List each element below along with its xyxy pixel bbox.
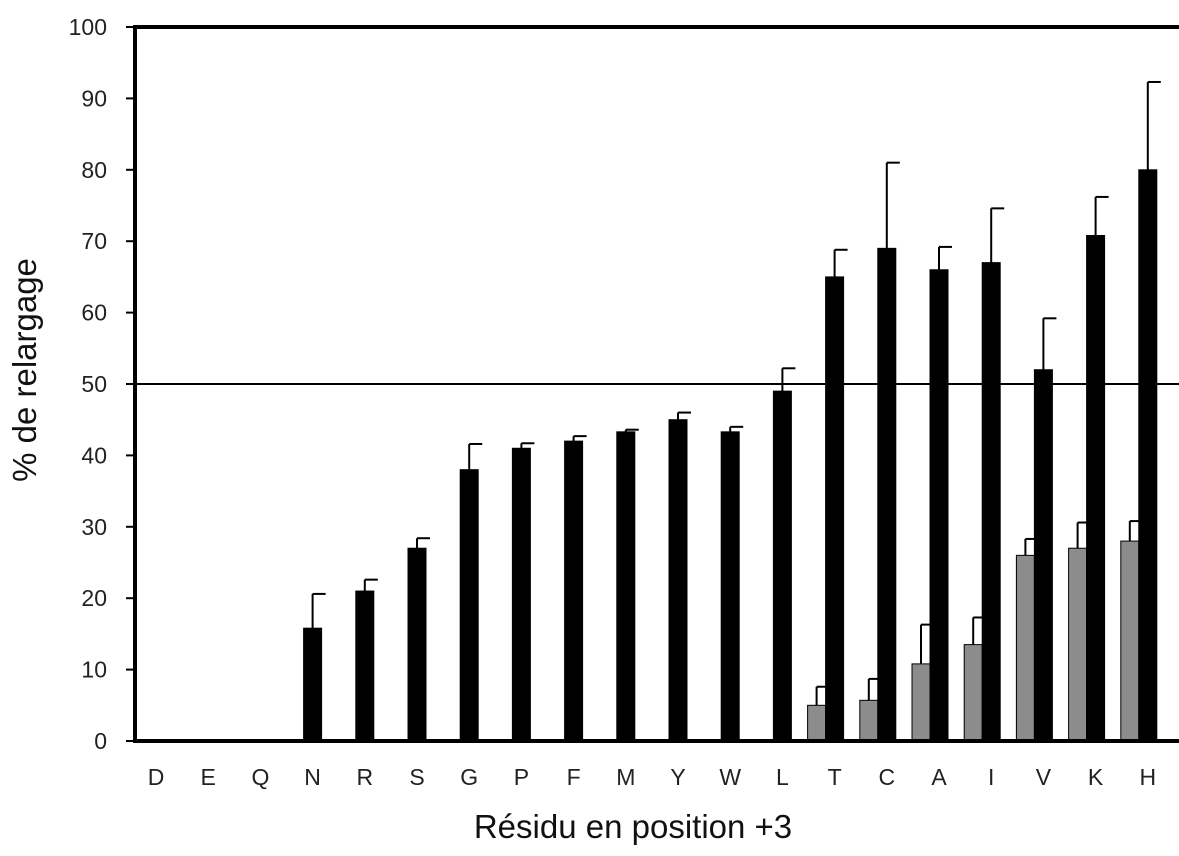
bar-black-R (355, 590, 375, 742)
x-tick-label-Y: Y (670, 764, 685, 790)
x-tick-label-L: L (776, 764, 789, 790)
x-axis-label: Résidu en position +3 (474, 808, 792, 845)
x-tick-label-K: K (1088, 764, 1104, 790)
y-ticks: 0 10 20 30 40 50 60 70 80 90 100 (69, 14, 135, 754)
bars-layer (303, 169, 1158, 742)
bar-black-P (511, 447, 531, 742)
bar-black-C (877, 247, 897, 742)
bar-black-Y (668, 419, 688, 742)
x-tick-label-M: M (616, 764, 635, 790)
x-tick-label-I: I (988, 764, 994, 790)
y-tick-label-70: 70 (81, 228, 107, 254)
bar-black-V (1033, 369, 1053, 742)
y-tick-label-40: 40 (81, 442, 107, 468)
x-tick-label-D: D (148, 764, 165, 790)
x-tick-label-C: C (878, 764, 895, 790)
bar-gray-K (1068, 547, 1088, 742)
bar-black-F (564, 440, 584, 742)
bar-black-K (1086, 234, 1106, 742)
y-tick-label-20: 20 (81, 585, 107, 611)
x-tick-label-F: F (567, 764, 581, 790)
bar-gray-V (1015, 554, 1035, 742)
bar-gray-I (963, 644, 983, 742)
y-tick-label-30: 30 (81, 514, 107, 540)
error-bars-layer (311, 80, 1161, 706)
y-tick-label-10: 10 (81, 657, 107, 683)
x-tick-label-T: T (828, 764, 842, 790)
y-tick-label-80: 80 (81, 157, 107, 183)
x-tick-label-W: W (719, 764, 741, 790)
x-tick-label-V: V (1036, 764, 1052, 790)
bar-black-S (407, 547, 427, 742)
x-tick-label-H: H (1139, 764, 1156, 790)
bar-gray-C (859, 699, 879, 742)
y-tick-label-50: 50 (81, 371, 107, 397)
x-tick-label-S: S (409, 764, 424, 790)
y-tick-label-0: 0 (94, 728, 107, 754)
bar-black-L (772, 390, 792, 742)
bar-gray-T (807, 704, 827, 742)
bar-black-G (459, 469, 479, 742)
x-tick-label-A: A (931, 764, 947, 790)
bar-black-H (1138, 169, 1158, 742)
bar-black-T (825, 276, 845, 742)
x-tick-label-Q: Q (251, 764, 269, 790)
bar-black-I (981, 262, 1001, 742)
y-tick-label-90: 90 (81, 85, 107, 111)
bar-black-M (616, 431, 636, 742)
bar-black-A (929, 269, 949, 742)
bar-gray-H (1120, 540, 1140, 742)
y-tick-label-100: 100 (69, 14, 107, 40)
x-tick-label-E: E (201, 764, 216, 790)
bar-gray-A (911, 663, 931, 742)
bar-black-W (720, 431, 740, 742)
bar-black-N (303, 627, 323, 742)
x-tick-label-N: N (304, 764, 321, 790)
x-tick-label-G: G (460, 764, 478, 790)
y-tick-label-60: 60 (81, 300, 107, 326)
y-axis-label: % de relargage (6, 258, 43, 482)
x-tick-label-P: P (514, 764, 529, 790)
x-tick-label-R: R (356, 764, 373, 790)
